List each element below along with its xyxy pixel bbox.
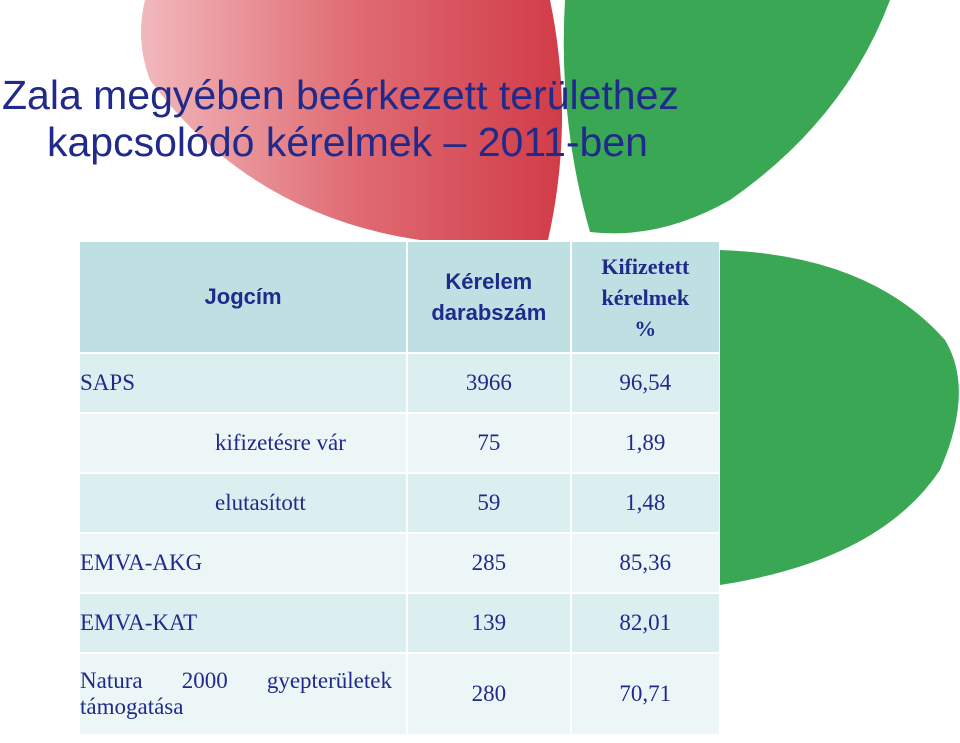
table-row: EMVA-AKG 285 85,36: [80, 534, 719, 592]
row-count: 59: [408, 474, 570, 532]
row-count: 3966: [408, 354, 570, 412]
red-leaf-shape: [141, 0, 563, 240]
page-title: Zala megyében beérkezett területhez kapc…: [0, 72, 840, 166]
table-row: SAPS 3966 96,54: [80, 354, 719, 412]
header-kifizetett-szazalek: Kifizetett kérelmek %: [571, 242, 719, 352]
row-label: Natura 2000 gyepterületek támogatása: [80, 654, 407, 734]
header-jogcim-label: Jogcím: [204, 284, 282, 309]
header-darab-line2: darabszám: [431, 300, 547, 325]
table-row: Natura 2000 gyepterületek támogatása 280…: [80, 654, 719, 734]
row-count: 280: [408, 654, 570, 734]
table-header-row: Jogcím Kérelem darabszám Kifizetett kére…: [80, 242, 719, 352]
natura-word-2: 2000: [181, 668, 228, 693]
header-kif-line1: Kifizetett: [601, 253, 690, 279]
title-line-2: kapcsolódó kérelmek – 2011-ben: [47, 119, 648, 165]
row-label: SAPS: [80, 354, 407, 412]
natura-word-3: gyepterületek: [266, 668, 392, 693]
natura-label-line1: Natura 2000 gyepterületek: [80, 668, 392, 694]
row-count: 285: [408, 534, 570, 592]
row-percent: 85,36: [571, 534, 719, 592]
row-percent: 1,48: [571, 474, 719, 532]
table-row: EMVA-KAT 139 82,01: [80, 594, 719, 652]
row-percent: 1,89: [571, 414, 719, 472]
row-count: 75: [408, 414, 570, 472]
header-kif-line3: %: [634, 315, 657, 341]
row-percent: 82,01: [571, 594, 719, 652]
claims-table: Jogcím Kérelem darabszám Kifizetett kére…: [78, 240, 721, 736]
row-label: EMVA-KAT: [80, 594, 407, 652]
header-jogcim: Jogcím: [80, 242, 407, 352]
header-darab-line1: Kérelem: [445, 269, 533, 294]
natura-word-1: Natura: [80, 668, 143, 693]
row-count: 139: [408, 594, 570, 652]
header-kerelem-darabszam: Kérelem darabszám: [408, 242, 570, 352]
green-leaf-right-shape: [720, 250, 959, 585]
row-percent: 96,54: [571, 354, 719, 412]
natura-label-line2: támogatása: [80, 694, 184, 719]
row-label: kifizetésre vár: [80, 414, 407, 472]
row-label: EMVA-AKG: [80, 534, 407, 592]
green-leaf-top-shape: [563, 0, 890, 234]
header-kif-line2: kérelmek: [601, 284, 690, 310]
row-label: elutasított: [80, 474, 407, 532]
table-row: elutasított 59 1,48: [80, 474, 719, 532]
table-row: kifizetésre vár 75 1,89: [80, 414, 719, 472]
title-line-1: Zala megyében beérkezett területhez: [2, 72, 679, 118]
row-percent: 70,71: [571, 654, 719, 734]
